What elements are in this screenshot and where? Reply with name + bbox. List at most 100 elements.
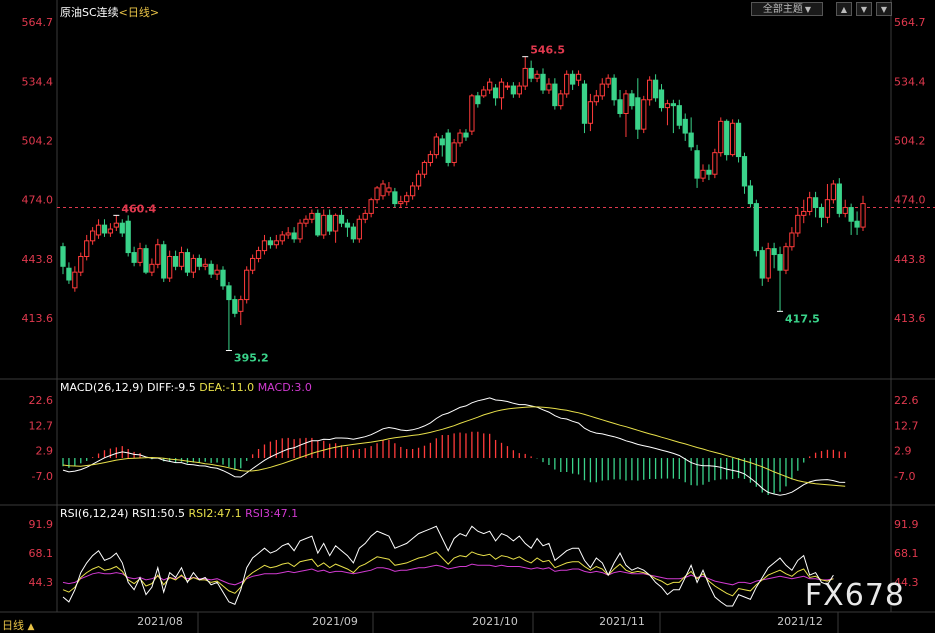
candle-body xyxy=(830,183,837,201)
candle-body xyxy=(137,248,143,263)
price-tick-right: 534.4 xyxy=(894,75,926,88)
candle-body xyxy=(368,199,374,214)
candle-body xyxy=(273,240,279,246)
candle-body xyxy=(445,132,451,163)
period-switch[interactable]: 日线 ▲ xyxy=(2,617,34,633)
candle-body xyxy=(534,73,540,79)
rsi3-value: 47.1 xyxy=(273,507,299,520)
candle-body xyxy=(498,81,505,99)
extreme-label: 395.2 xyxy=(234,352,269,365)
candle-body xyxy=(404,195,410,203)
candle-body xyxy=(60,246,66,267)
macd-dea-line xyxy=(62,406,846,487)
candle-body xyxy=(807,197,813,212)
candle-body xyxy=(735,122,742,158)
candle-body xyxy=(113,222,119,228)
candle-body xyxy=(593,95,599,103)
macd-params: MACD(26,12,9) xyxy=(60,381,144,394)
macd-tick-left: 22.6 xyxy=(29,394,54,407)
candle-body xyxy=(623,93,629,114)
candle-body xyxy=(291,232,297,240)
candle-body xyxy=(647,79,653,101)
candle-body xyxy=(214,269,220,275)
rsi-tick-right: 68.1 xyxy=(894,547,919,560)
candle-body xyxy=(267,240,274,246)
candle-body xyxy=(356,218,362,240)
candle-body xyxy=(327,214,333,232)
candle-body xyxy=(753,203,759,252)
candle-body xyxy=(860,203,866,228)
candle-body xyxy=(528,67,534,79)
candle-body xyxy=(392,191,398,205)
candle-body xyxy=(457,132,463,144)
candle-body xyxy=(801,210,807,216)
candle-body xyxy=(848,207,854,222)
more-button[interactable]: ▼ xyxy=(876,2,892,16)
macd-legend: MACD(26,12,9) DIFF:-9.5 DEA:-11.0 MACD:3… xyxy=(60,381,312,394)
candle-body xyxy=(427,154,434,163)
candle-body xyxy=(143,248,149,273)
candle-body xyxy=(487,81,493,91)
date-label: 2021/09 xyxy=(312,615,358,628)
extreme-label: 546.5 xyxy=(530,44,565,57)
rsi2-line xyxy=(62,551,834,597)
candle-body xyxy=(249,257,256,271)
candle-body xyxy=(131,252,137,263)
candle-body xyxy=(599,83,605,97)
candle-body xyxy=(374,187,380,201)
candle-body xyxy=(149,263,155,273)
candle-body xyxy=(540,73,546,91)
candle-body xyxy=(558,93,564,107)
candle-body xyxy=(238,299,244,312)
candle-body xyxy=(415,173,422,187)
candle-body xyxy=(72,271,78,289)
arrow-up-icon: ▲ xyxy=(840,5,848,14)
candle-body xyxy=(629,93,635,107)
price-tick-left: 474.0 xyxy=(22,194,54,207)
scroll-down-button[interactable]: ▼ xyxy=(856,2,872,16)
candle-body xyxy=(208,263,214,275)
candle-body xyxy=(202,263,208,267)
candle-body xyxy=(682,118,688,134)
rsi1-line xyxy=(62,525,834,607)
candle-body xyxy=(119,222,125,234)
candle-body xyxy=(611,77,617,101)
candle-body xyxy=(303,218,309,224)
rsi-legend: RSI(6,12,24) RSI1:50.5 RSI2:47.1 RSI3:47… xyxy=(60,507,299,520)
candle-body xyxy=(771,248,777,256)
candle-body xyxy=(516,85,522,95)
candle-body xyxy=(107,228,114,234)
candle-body xyxy=(344,222,351,228)
candle-body xyxy=(504,85,511,88)
candle-body xyxy=(741,156,748,187)
macd-tick-right: 12.7 xyxy=(894,419,919,432)
chevron-down-icon: ▼ xyxy=(804,5,812,14)
scroll-up-button[interactable]: ▲ xyxy=(836,2,852,16)
candle-body xyxy=(724,120,730,156)
macd-dea-value: -11.0 xyxy=(225,381,255,394)
candle-body xyxy=(694,150,700,179)
candle-body xyxy=(463,132,469,138)
price-tick-right: 504.2 xyxy=(894,135,926,148)
candle-body xyxy=(409,185,416,197)
candle-body xyxy=(89,230,96,242)
macd-macd-value: 3.0 xyxy=(294,381,312,394)
candle-body xyxy=(546,83,552,91)
date-label: 2021/12 xyxy=(777,615,823,628)
theme-select-button[interactable]: 全部主题 ▼ xyxy=(751,2,823,16)
candle-body xyxy=(641,99,647,130)
candle-body xyxy=(439,138,445,146)
price-tick-right: 443.8 xyxy=(894,253,926,266)
candle-body xyxy=(196,257,202,267)
candle-body xyxy=(605,77,611,85)
macd-diff-line xyxy=(62,397,846,496)
candle-body xyxy=(255,250,262,259)
candle-body xyxy=(670,103,677,107)
candle-body xyxy=(78,255,84,273)
candle-body xyxy=(789,232,795,248)
candle-body xyxy=(854,220,860,228)
candle-body xyxy=(564,73,570,95)
candle-body xyxy=(510,85,517,95)
candle-body xyxy=(178,252,185,267)
